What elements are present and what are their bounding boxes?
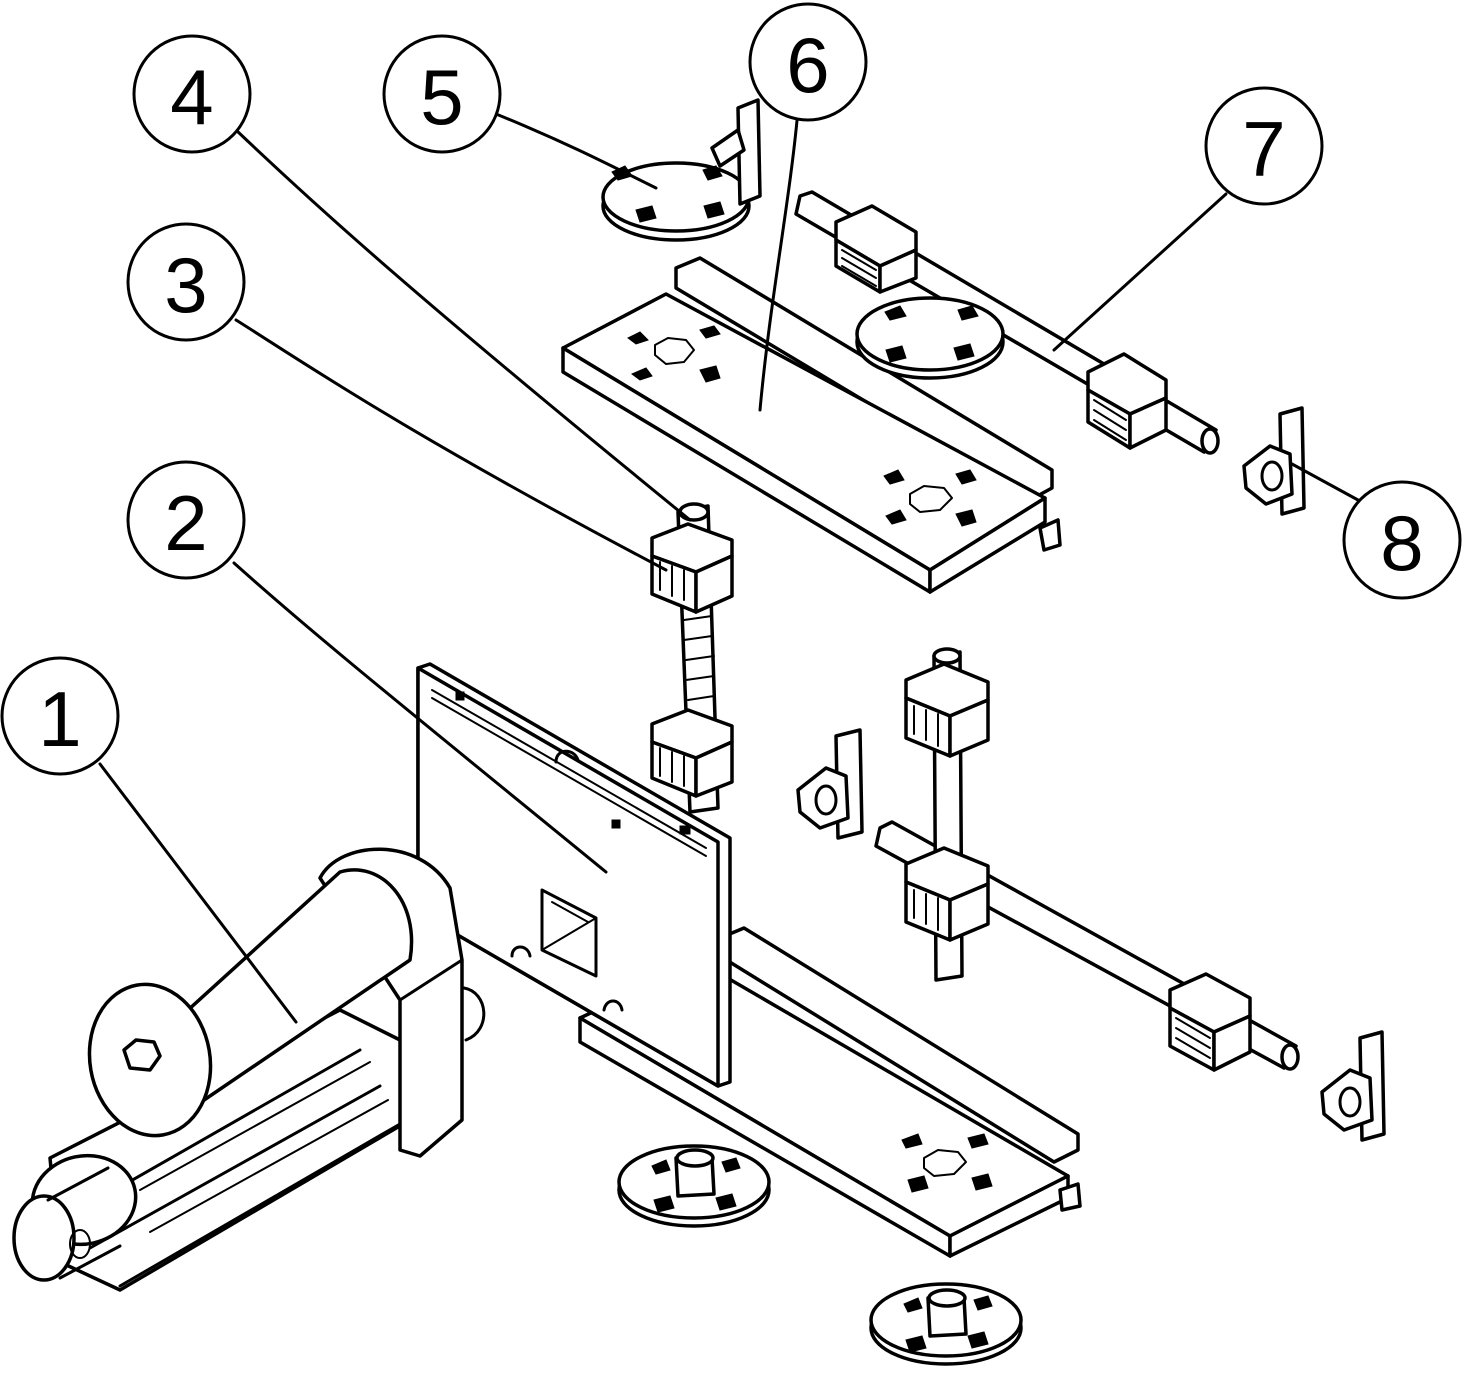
- callout-2: 2: [126, 460, 246, 580]
- callout-6: 6: [748, 2, 868, 122]
- top-flange-disc: [601, 161, 751, 242]
- callout-3: 3: [126, 222, 246, 342]
- callout-4-label: 4: [170, 53, 213, 141]
- right-vertical-screw-assembly: [874, 647, 1300, 1072]
- vertical-mounting-plate: [416, 662, 732, 1088]
- upper-shaft-assembly: [794, 190, 1220, 455]
- leader-4: [234, 128, 692, 522]
- callout-6-label: 6: [786, 21, 829, 109]
- callout-3-label: 3: [164, 241, 207, 329]
- callout-2-label: 2: [164, 479, 207, 567]
- leader-3: [234, 318, 668, 572]
- leader-2: [232, 561, 608, 874]
- lower-flange-disc-left: [617, 1144, 771, 1228]
- leader-6: [758, 108, 800, 412]
- callout-8: 8: [1342, 480, 1462, 600]
- callout-8-label: 8: [1380, 499, 1423, 587]
- lower-flange-disc-right: [869, 1282, 1023, 1366]
- lower-base-rail: [578, 926, 1082, 1258]
- callout-7: 7: [1204, 86, 1324, 206]
- callout-5: 5: [382, 34, 502, 154]
- callout-1: 1: [0, 656, 120, 776]
- leader-1: [98, 762, 298, 1024]
- leader-7: [1052, 192, 1228, 352]
- callout-7-label: 7: [1242, 105, 1285, 193]
- leader-8: [1290, 462, 1360, 502]
- leader-5: [494, 112, 658, 190]
- upper-right-clamp: [1242, 406, 1306, 516]
- middle-clamp: [796, 728, 864, 840]
- leader-lines: [98, 108, 1360, 1024]
- linear-actuator-motor: [12, 847, 486, 1292]
- callout-1-label: 1: [38, 675, 81, 763]
- callout-4: 4: [132, 34, 252, 154]
- lower-right-clamp: [1320, 1030, 1386, 1142]
- upper-bracket: [710, 98, 762, 206]
- vertical-lead-screw: [650, 502, 734, 814]
- callout-5-label: 5: [420, 53, 463, 141]
